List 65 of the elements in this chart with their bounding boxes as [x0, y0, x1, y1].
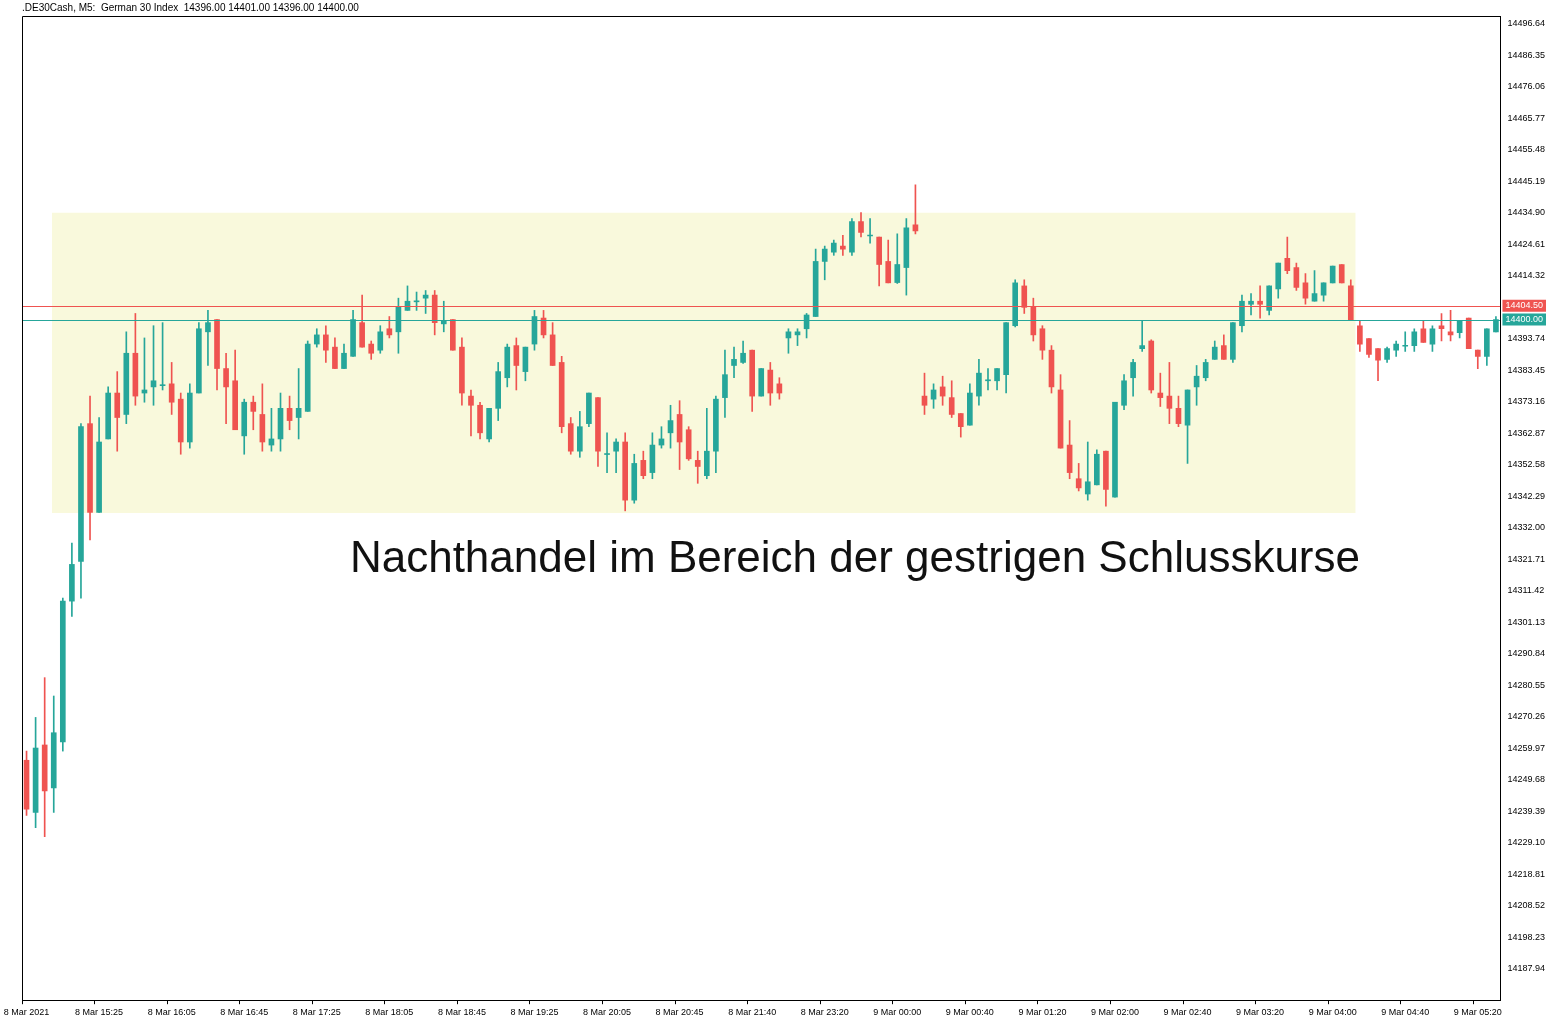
x-tick-label: 9 Mar 00:00	[873, 1007, 922, 1018]
ref-line-label: 14400.00	[1505, 314, 1544, 325]
x-tick-label: 9 Mar 05:20	[1453, 1007, 1502, 1018]
x-tick-label: 8 Mar 15:25	[75, 1007, 124, 1018]
y-tick-label: 14187.94	[1507, 963, 1546, 974]
y-tick-label: 14342.29	[1507, 490, 1546, 501]
y-tick-label: 14270.26	[1507, 711, 1546, 722]
x-tick-label: 8 Mar 17:25	[292, 1007, 341, 1018]
x-tick-label: 9 Mar 01:20	[1018, 1007, 1067, 1018]
chart-title: .DE30Cash, M5: German 30 Index 14396.00 14401.00 14396.00 14400.00	[22, 1, 360, 13]
y-tick-label: 14321.71	[1507, 553, 1546, 564]
y-tick-label: 14218.81	[1507, 868, 1546, 879]
y-tick-label: 14280.55	[1507, 679, 1546, 690]
candlestick	[985, 368, 991, 391]
y-tick-label: 14352.58	[1507, 459, 1546, 470]
x-tick-label: 8 Mar 16:45	[220, 1007, 269, 1018]
x-tick-label: 8 Mar 18:45	[437, 1007, 486, 1018]
y-tick-label: 14414.32	[1507, 270, 1546, 281]
x-tick-label: 8 Mar 21:40	[728, 1007, 777, 1018]
y-tick-label: 14486.35	[1507, 49, 1546, 60]
y-tick-label: 14239.39	[1507, 805, 1546, 816]
y-tick-label: 14445.19	[1507, 175, 1546, 186]
y-tick-label: 14332.00	[1507, 522, 1546, 533]
y-tick-label: 14208.52	[1507, 900, 1546, 911]
candlestick	[1248, 293, 1254, 316]
y-tick-label: 14455.48	[1507, 144, 1546, 155]
candlestick	[1084, 441, 1091, 501]
y-tick-label: 14259.97	[1507, 742, 1546, 753]
y-tick-label: 14424.61	[1507, 238, 1546, 249]
x-tick-label: 9 Mar 03:20	[1236, 1007, 1285, 1018]
candlestick	[468, 389, 474, 437]
y-tick-label: 14465.77	[1507, 112, 1546, 123]
x-tick-label: 9 Mar 02:00	[1090, 1007, 1139, 1018]
y-tick-label: 14290.84	[1507, 648, 1546, 659]
y-tick-label: 14434.90	[1507, 207, 1546, 218]
x-tick-label: 9 Mar 02:40	[1163, 1007, 1212, 1018]
x-tick-label: 8 Mar 18:05	[365, 1007, 414, 1018]
candlestick	[1402, 331, 1409, 352]
x-tick-label: 8 Mar 20:05	[583, 1007, 632, 1018]
candlestick	[604, 432, 610, 473]
y-tick-label: 14229.10	[1507, 837, 1546, 848]
y-tick-label: 14311.42	[1507, 585, 1545, 596]
y-tick-label: 14383.45	[1507, 364, 1546, 375]
x-tick-label: 9 Mar 04:40	[1381, 1007, 1430, 1018]
candlestick	[694, 450, 701, 484]
x-tick-label: 8 Mar 16:05	[147, 1007, 196, 1018]
y-tick-label: 14496.64	[1507, 18, 1546, 29]
annotation: Nachthandel im Bereich der gestrigen Schlusskurse	[349, 532, 1361, 582]
candlestick	[840, 235, 846, 256]
y-tick-label: 14476.06	[1507, 81, 1546, 92]
x-tick-label: 8 Mar 2021	[3, 1007, 50, 1018]
x-tick-label: 8 Mar 23:20	[800, 1007, 849, 1018]
x-tick-label: 8 Mar 19:25	[510, 1007, 559, 1018]
x-tick-label: 9 Mar 04:00	[1308, 1007, 1357, 1018]
x-tick-label: 8 Mar 20:45	[655, 1007, 704, 1018]
y-tick-label: 14373.16	[1507, 396, 1546, 407]
x-tick-label: 9 Mar 00:40	[945, 1007, 994, 1018]
candlestick	[731, 346, 737, 379]
candlestick	[1157, 372, 1164, 407]
y-tick-label: 14249.68	[1507, 774, 1546, 785]
y-tick-label: 14393.74	[1507, 333, 1546, 344]
ref-line-label: 14404.50	[1505, 300, 1544, 311]
y-tick-label: 14301.13	[1507, 616, 1546, 627]
y-tick-label: 14198.23	[1507, 931, 1546, 942]
y-tick-label: 14362.87	[1507, 427, 1546, 438]
